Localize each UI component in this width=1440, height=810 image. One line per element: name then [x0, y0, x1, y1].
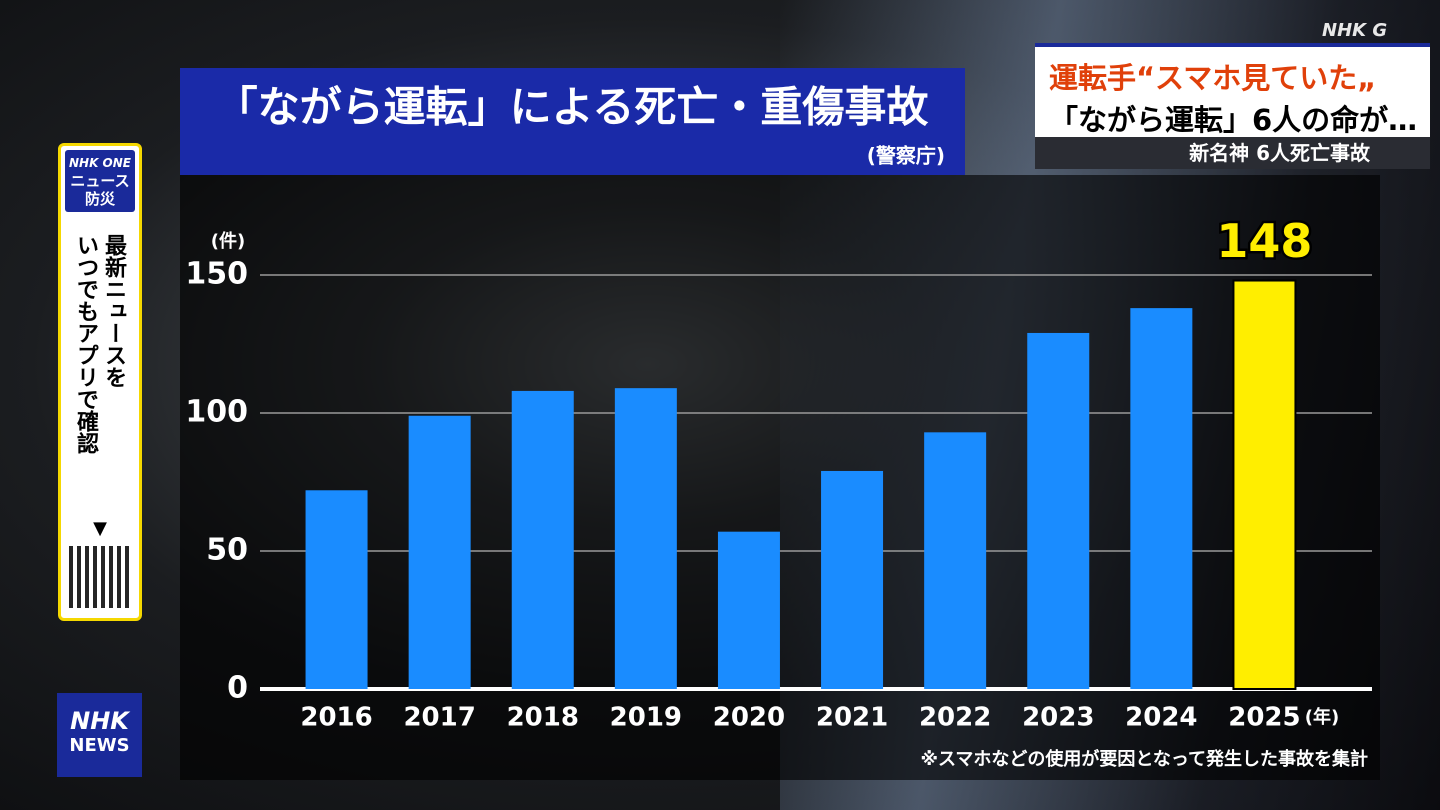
qr-code[interactable] — [69, 546, 131, 608]
bar — [614, 388, 677, 689]
chart-source: (警察庁) — [867, 144, 945, 168]
title-box — [180, 68, 965, 175]
headline-line: 運転手“スマホ見ていた„ — [1049, 61, 1377, 95]
x-tick-label: 2019 — [610, 703, 682, 733]
bar — [924, 432, 987, 689]
x-tick-label: 2020 — [713, 703, 785, 733]
bar — [408, 415, 471, 689]
y-tick-label: 50 — [206, 533, 248, 568]
bar — [305, 490, 368, 689]
sidebar-message: 最新ニュースを いつでもアプリで確認 — [71, 234, 127, 524]
y-tick-label: 100 — [185, 395, 248, 430]
x-tick-label: 2016 — [300, 703, 372, 733]
sidebar-title: ニュース — [70, 172, 130, 190]
arrow: ▼ — [93, 518, 107, 539]
x-unit: (年) — [1305, 706, 1339, 728]
news-logo: NHK NEWS — [57, 693, 142, 777]
x-tick-label: 2021 — [816, 703, 888, 733]
headline-box: 運転手“スマホ見ていた„ 「ながら運転」6人の命が… 新名神 6人死亡事故 — [1035, 43, 1430, 169]
brand: NHK ONE — [68, 156, 131, 170]
sidebar-header: NHK ONE ニュース 防災 — [65, 150, 135, 212]
sidebar-title: 防災 — [84, 190, 115, 208]
channel-logo: NHK G — [1322, 20, 1388, 41]
sidebar: NHK ONE ニュース 防災 最新ニュースを いつでもアプリで確認 ▼ — [58, 143, 142, 621]
bar — [821, 470, 884, 689]
message-line: 最新ニュースを — [101, 234, 126, 388]
logo-line: NHK — [70, 707, 129, 735]
x-tick-label: 2023 — [1022, 703, 1094, 733]
bar — [717, 531, 780, 689]
bar — [1130, 308, 1193, 689]
x-tick-label: 2025 — [1228, 703, 1300, 733]
headline-line: 「ながら運転」6人の命が… — [1049, 103, 1418, 137]
message-line: いつでもアプリで確認 — [73, 234, 98, 454]
x-tick-label: 2018 — [507, 703, 579, 733]
x-tick-label: 2017 — [403, 703, 475, 733]
bar — [1232, 279, 1297, 690]
y-unit: (件) — [211, 230, 245, 252]
bar — [511, 390, 574, 689]
x-tick-label: 2024 — [1125, 703, 1197, 733]
note: ※スマホなどの使用が要因となって発生した事故を集計 — [920, 748, 1368, 770]
x-tick-label: 2022 — [919, 703, 991, 733]
chart-title: 「ながら運転」による死亡・重傷事故 — [216, 83, 929, 132]
bar — [1027, 332, 1090, 689]
headline-caption: 新名神 6人死亡事故 — [1035, 137, 1430, 169]
y-tick-label: 0 — [227, 671, 248, 706]
y-tick-label: 150 — [185, 257, 248, 292]
logo-line: NEWS — [69, 735, 130, 756]
value-label: 148 — [1216, 214, 1312, 268]
